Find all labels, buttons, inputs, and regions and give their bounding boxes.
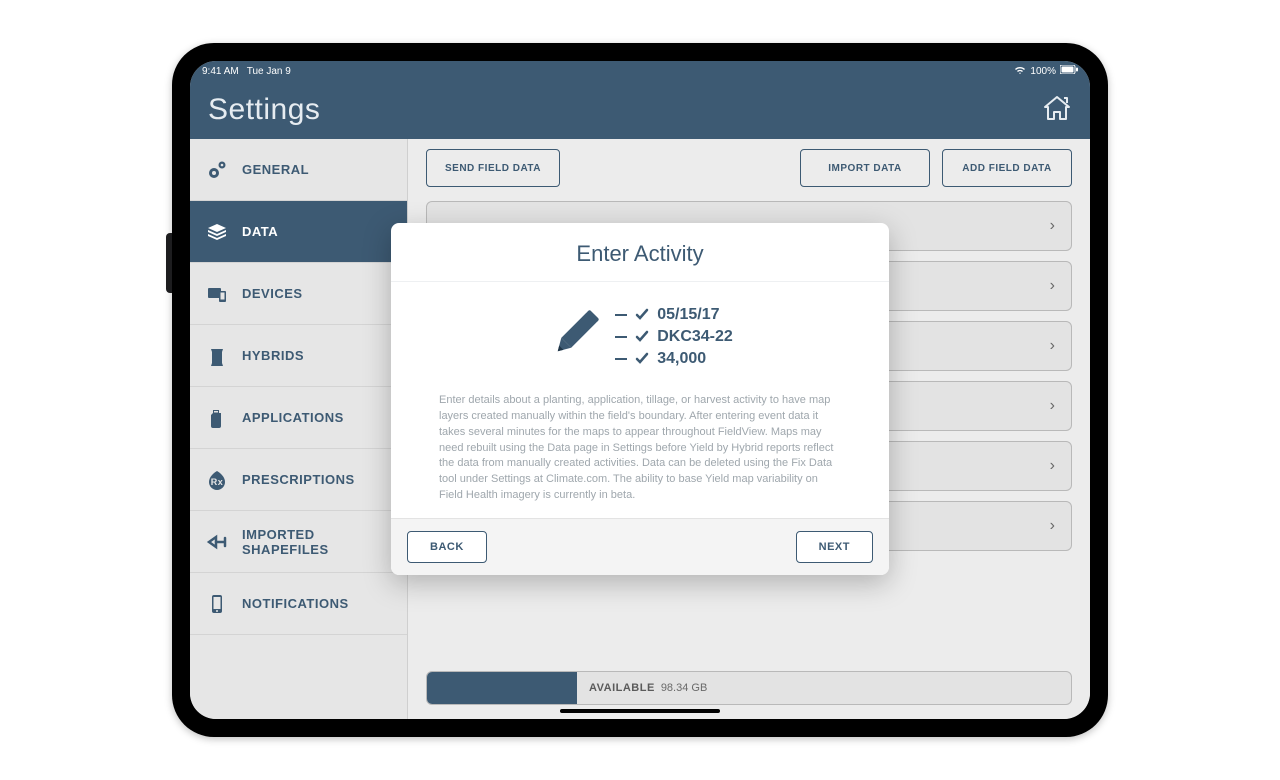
check-icon	[635, 330, 649, 344]
activity-value: 34,000	[657, 350, 706, 368]
modal-body: 05/15/17 DKC34-22 34,000	[391, 282, 889, 519]
back-button[interactable]: BACK	[407, 531, 487, 563]
modal-description: Enter details about a planting, applicat…	[439, 393, 841, 505]
enter-activity-modal: Enter Activity	[391, 223, 889, 576]
modal-overlay: Enter Activity	[190, 61, 1090, 719]
activity-line: 05/15/17	[615, 306, 733, 324]
dash-icon	[615, 314, 627, 316]
activity-line: DKC34-22	[615, 328, 733, 346]
modal-footer: BACK NEXT	[391, 518, 889, 575]
activity-line: 34,000	[615, 350, 733, 368]
tablet-frame: 9:41 AM Tue Jan 9 100% Settings	[172, 43, 1108, 737]
check-icon	[635, 308, 649, 322]
next-button[interactable]: NEXT	[796, 531, 873, 563]
check-icon	[635, 352, 649, 366]
activity-lines: 05/15/17 DKC34-22 34,000	[615, 306, 733, 368]
dash-icon	[615, 336, 627, 338]
pencil-icon	[547, 304, 601, 371]
dash-icon	[615, 358, 627, 360]
screen: 9:41 AM Tue Jan 9 100% Settings	[190, 61, 1090, 719]
activity-graphic: 05/15/17 DKC34-22 34,000	[439, 304, 841, 371]
activity-value: 05/15/17	[657, 306, 719, 324]
activity-value: DKC34-22	[657, 328, 733, 346]
modal-title: Enter Activity	[391, 223, 889, 282]
